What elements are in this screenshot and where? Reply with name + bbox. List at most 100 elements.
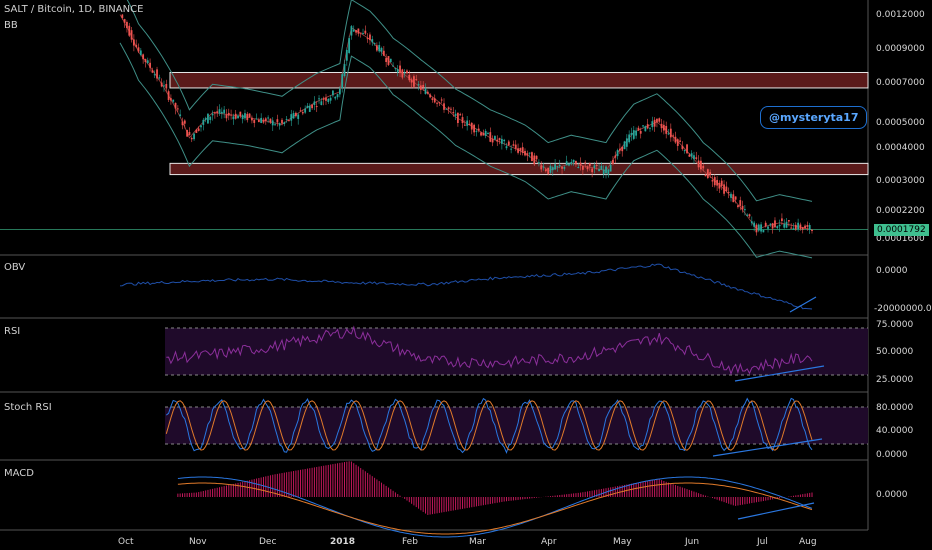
candle-body: [385, 58, 388, 62]
candle-body: [387, 56, 390, 65]
obv-label: OBV: [4, 262, 26, 273]
candle-body: [725, 186, 728, 192]
candle-body: [577, 167, 580, 169]
candle-body: [288, 120, 290, 122]
candle-body: [352, 29, 355, 32]
candle-body: [413, 76, 415, 87]
obv-trendline: [789, 296, 817, 313]
candle-body: [760, 224, 762, 232]
candle-body: [498, 138, 501, 141]
candle-body: [139, 50, 142, 56]
price-tick: 0.0003000: [876, 176, 925, 186]
candle-body: [750, 221, 753, 224]
obv-line: [119, 263, 813, 310]
candle-body: [257, 119, 260, 123]
candle-body: [785, 221, 788, 228]
candle-body: [419, 85, 422, 90]
candle-body: [459, 114, 462, 116]
candle-body: [681, 145, 684, 150]
candle-body: [517, 148, 519, 153]
candle-body: [656, 118, 658, 123]
bb-lower-line: [119, 42, 813, 259]
price-tick: 0.0007000: [876, 78, 925, 88]
candle-body: [771, 223, 774, 229]
candle-body: [209, 116, 212, 121]
candle-body: [392, 65, 394, 67]
rsi-line: [166, 325, 813, 376]
candle-body: [723, 184, 725, 194]
candle-body: [137, 47, 140, 52]
candle-body: [406, 70, 408, 74]
candle-body: [621, 146, 624, 152]
candle-body: [581, 165, 584, 170]
candle-body: [313, 101, 316, 106]
candle-body: [734, 196, 737, 200]
candle-body: [801, 227, 804, 230]
candle-body: [713, 177, 716, 186]
candle-body: [595, 165, 598, 167]
candle-body: [542, 166, 545, 168]
candle-body: [586, 166, 589, 170]
candle-body: [658, 118, 661, 122]
candle-body: [343, 64, 346, 77]
rsi-label: RSI: [4, 326, 21, 337]
candle-body: [366, 38, 369, 40]
candle-body: [255, 118, 258, 120]
candle-body: [216, 111, 219, 114]
price-tick: 0.0009000: [876, 44, 925, 54]
candle-body: [463, 124, 466, 126]
candle-body: [248, 113, 251, 117]
candle-body: [558, 164, 561, 167]
candle-body: [188, 132, 191, 135]
candle-body: [146, 60, 149, 64]
author-tag: @mysteryta17: [760, 106, 868, 129]
candle-body: [126, 22, 128, 29]
price-tick: 0.0005000: [876, 118, 925, 128]
rsi-tick: 25.0000: [876, 375, 914, 385]
stoch-tick: 40.0000: [876, 426, 914, 436]
candle-body: [239, 111, 242, 117]
candle-body: [556, 166, 559, 168]
candle-body: [783, 223, 786, 228]
candle-body: [632, 130, 635, 139]
candle-body: [466, 120, 469, 126]
candle-body: [565, 161, 568, 166]
candle-body: [350, 26, 353, 36]
candle-body: [186, 130, 189, 137]
candle-body: [422, 84, 425, 88]
candle-body: [230, 114, 232, 116]
candle-body: [322, 98, 325, 100]
candle-body: [477, 128, 480, 131]
x-tick: Jun: [685, 537, 700, 547]
macd-trendline: [737, 502, 815, 520]
rsi-trendline: [734, 365, 825, 382]
candle-body: [528, 152, 531, 154]
candle-body: [401, 69, 404, 78]
candle-body: [408, 75, 411, 81]
candle-body: [262, 119, 265, 123]
candle-body: [746, 214, 749, 216]
candle-body: [491, 138, 494, 143]
candle-body: [244, 113, 246, 119]
candle-body: [364, 30, 367, 34]
candle-body: [794, 224, 797, 230]
symbol-title: SALT / Bitcoin, 1D, BINANCE: [4, 4, 144, 15]
candle-body: [357, 28, 360, 34]
candle-body: [260, 117, 263, 123]
candle-body: [505, 146, 508, 149]
candle-body: [535, 155, 538, 160]
candle-body: [394, 68, 397, 70]
candle-body: [630, 132, 633, 136]
candle-body: [688, 154, 691, 157]
candle-body: [579, 162, 582, 166]
candle-body: [165, 83, 168, 89]
stoch-tick: 0.0000: [876, 450, 908, 460]
candle-body: [776, 226, 779, 229]
candle-body: [440, 99, 443, 101]
candle-body: [251, 117, 253, 121]
candle-body: [176, 108, 179, 110]
candle-body: [811, 229, 813, 231]
candle-body: [149, 62, 151, 68]
candle-body: [380, 47, 383, 52]
candle-body: [607, 169, 610, 175]
